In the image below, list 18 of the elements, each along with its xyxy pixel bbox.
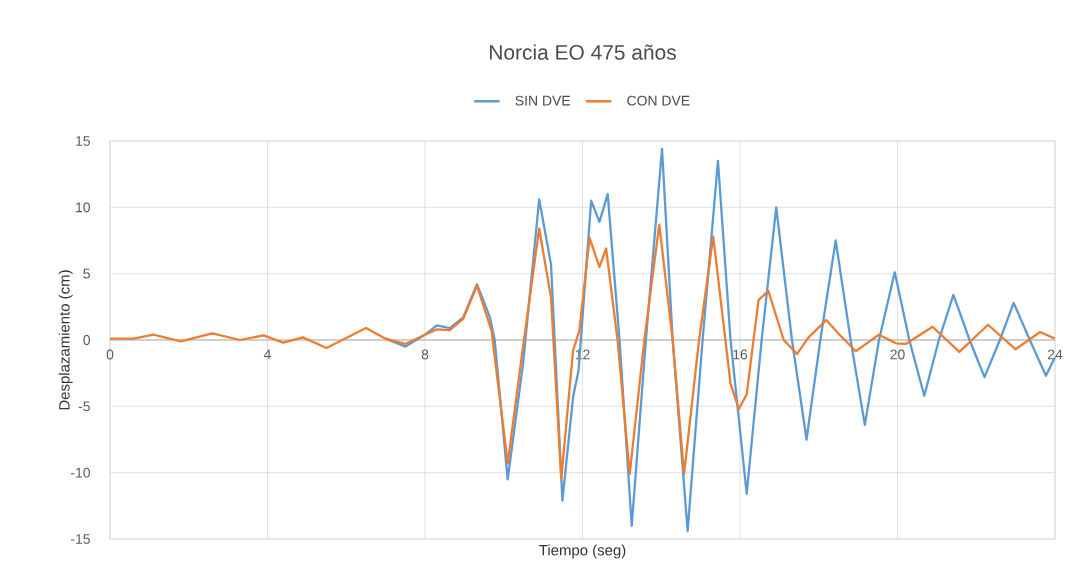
y-tick-label: 5 bbox=[83, 268, 90, 279]
y-tick-label: 0 bbox=[83, 335, 90, 345]
x-axis-title: Tiempo (seg) bbox=[539, 544, 626, 559]
x-tick-label: 0 bbox=[106, 349, 114, 360]
legend-label: CON DVE bbox=[627, 95, 690, 106]
x-tick-label: 8 bbox=[421, 349, 429, 360]
y-tick-label: -15 bbox=[71, 534, 90, 544]
x-tick-label: 20 bbox=[890, 349, 905, 360]
y-tick-label: 10 bbox=[76, 202, 90, 213]
y-axis-title: Desplazamiento (cm) bbox=[58, 270, 73, 410]
legend-label: SIN DVE bbox=[515, 95, 571, 106]
chart-title: Norcia EO 475 años bbox=[490, 44, 676, 60]
y-tick-label: -10 bbox=[71, 467, 90, 478]
y-tick-label: -5 bbox=[78, 401, 90, 412]
x-tick-label: 16 bbox=[733, 349, 748, 360]
x-tick-label: 4 bbox=[263, 349, 271, 360]
x-tick-label: 24 bbox=[1047, 349, 1063, 360]
y-tick-label: 15 bbox=[76, 136, 90, 146]
